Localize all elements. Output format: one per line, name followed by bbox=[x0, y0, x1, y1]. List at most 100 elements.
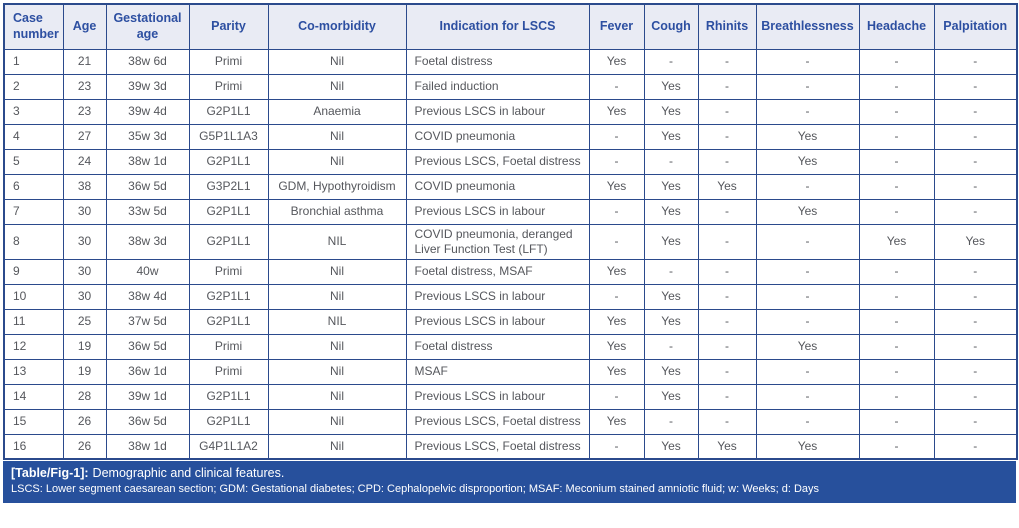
cell-fever: - bbox=[588, 283, 645, 310]
table-row: 4 27 35w 3d G5P1L1A3 Nil COVID pneumonia - Yes -… bbox=[3, 123, 1018, 150]
cell-case-number: 8 bbox=[3, 223, 64, 260]
table-header: Case number Age Gestational age Parity Co-mo… bbox=[3, 3, 1018, 50]
cell-age: 30 bbox=[62, 258, 107, 285]
cell-fever: - bbox=[588, 433, 645, 460]
cell-fever: - bbox=[588, 123, 645, 150]
cell-palpitation: - bbox=[933, 283, 1018, 310]
cell-case-number: 16 bbox=[3, 433, 64, 460]
cell-breathlessness: Yes bbox=[755, 333, 860, 360]
cell-rhinits: - bbox=[697, 408, 757, 435]
cell-indication-for-lscs: Failed induction bbox=[405, 73, 590, 100]
cell-breathlessness: - bbox=[755, 73, 860, 100]
cell-rhinits: Yes bbox=[697, 173, 757, 200]
cell-fever: Yes bbox=[588, 48, 645, 75]
table-row: 15 26 36w 5d G2P1L1 Nil Previous LSCS, Foetal… bbox=[3, 408, 1018, 435]
cell-palpitation: - bbox=[933, 173, 1018, 200]
cell-gestational-age: 36w 5d bbox=[105, 173, 190, 200]
cell-breathlessness: - bbox=[755, 383, 860, 410]
cell-age: 38 bbox=[62, 173, 107, 200]
cell-headache: - bbox=[858, 198, 935, 225]
cell-co-morbidity: Nil bbox=[267, 258, 407, 285]
column-header-gestational-age: Gestational age bbox=[105, 3, 190, 50]
cell-gestational-age: 38w 1d bbox=[105, 148, 190, 175]
cell-headache: - bbox=[858, 408, 935, 435]
cell-gestational-age: 39w 3d bbox=[105, 73, 190, 100]
cell-indication-for-lscs: Foetal distress, MSAF bbox=[405, 258, 590, 285]
cell-case-number: 9 bbox=[3, 258, 64, 285]
cell-parity: G2P1L1 bbox=[188, 198, 269, 225]
cell-fever: - bbox=[588, 73, 645, 100]
cell-cough: Yes bbox=[643, 433, 699, 460]
cell-headache: - bbox=[858, 258, 935, 285]
cell-gestational-age: 37w 5d bbox=[105, 308, 190, 335]
cell-case-number: 13 bbox=[3, 358, 64, 385]
column-header-parity: Parity bbox=[188, 3, 269, 50]
cell-rhinits: - bbox=[697, 123, 757, 150]
column-header-indication-for-lscs: Indication for LSCS bbox=[405, 3, 590, 50]
cell-fever: Yes bbox=[588, 358, 645, 385]
table-row: 2 23 39w 3d Primi Nil Failed induction - Yes - - -… bbox=[3, 73, 1018, 100]
table-row: 6 38 36w 5d G3P2L1 GDM, Hypothyroidism COVID … bbox=[3, 173, 1018, 200]
cell-parity: G2P1L1 bbox=[188, 308, 269, 335]
cell-co-morbidity: Nil bbox=[267, 383, 407, 410]
table-row: 1 21 38w 6d Primi Nil Foetal distress Yes - - - - - bbox=[3, 48, 1018, 75]
column-header-age: Age bbox=[62, 3, 107, 50]
cell-indication-for-lscs: MSAF bbox=[405, 358, 590, 385]
cell-rhinits: - bbox=[697, 48, 757, 75]
table-row: 16 26 38w 1d G4P1L1A2 Nil Previous LSCS, Foet… bbox=[3, 433, 1018, 460]
cell-fever: - bbox=[588, 148, 645, 175]
cell-rhinits: - bbox=[697, 223, 757, 260]
cell-headache: - bbox=[858, 123, 935, 150]
table-row: 5 24 38w 1d G2P1L1 Nil Previous LSCS, Foetal … bbox=[3, 148, 1018, 175]
cell-cough: - bbox=[643, 333, 699, 360]
cell-age: 30 bbox=[62, 223, 107, 260]
cell-headache: - bbox=[858, 48, 935, 75]
cell-age: 30 bbox=[62, 198, 107, 225]
cell-cough: Yes bbox=[643, 98, 699, 125]
table-row: 11 25 37w 5d G2P1L1 NIL Previous LSCS in labo… bbox=[3, 308, 1018, 335]
cell-headache: - bbox=[858, 173, 935, 200]
cell-age: 19 bbox=[62, 358, 107, 385]
caption-bar: [Table/Fig-1]: Demographic and clinical f… bbox=[3, 461, 1016, 503]
cell-palpitation: - bbox=[933, 308, 1018, 335]
cell-parity: G2P1L1 bbox=[188, 283, 269, 310]
cell-fever: Yes bbox=[588, 333, 645, 360]
caption-line: [Table/Fig-1]: Demographic and clinical f… bbox=[11, 465, 1008, 481]
cell-breathlessness: - bbox=[755, 173, 860, 200]
cell-co-morbidity: Nil bbox=[267, 333, 407, 360]
cell-age: 25 bbox=[62, 308, 107, 335]
cell-cough: Yes bbox=[643, 73, 699, 100]
cell-case-number: 12 bbox=[3, 333, 64, 360]
table-row: 10 30 38w 4d G2P1L1 Nil Previous LSCS in labo… bbox=[3, 283, 1018, 310]
cell-parity: G5P1L1A3 bbox=[188, 123, 269, 150]
cell-gestational-age: 38w 1d bbox=[105, 433, 190, 460]
cell-parity: G2P1L1 bbox=[188, 98, 269, 125]
cell-breathlessness: Yes bbox=[755, 433, 860, 460]
cell-co-morbidity: Bronchial asthma bbox=[267, 198, 407, 225]
cell-case-number: 5 bbox=[3, 148, 64, 175]
cell-gestational-age: 40w bbox=[105, 258, 190, 285]
column-header-cough: Cough bbox=[643, 3, 699, 50]
cell-co-morbidity: Anaemia bbox=[267, 98, 407, 125]
table-row: 9 30 40w Primi Nil Foetal distress, MSAF Yes - -… bbox=[3, 258, 1018, 285]
cell-breathlessness: Yes bbox=[755, 148, 860, 175]
cell-rhinits: - bbox=[697, 73, 757, 100]
cell-headache: - bbox=[858, 283, 935, 310]
cell-age: 19 bbox=[62, 333, 107, 360]
column-header-co-morbidity: Co-morbidity bbox=[267, 3, 407, 50]
cell-breathlessness: - bbox=[755, 358, 860, 385]
cell-co-morbidity: GDM, Hypothyroidism bbox=[267, 173, 407, 200]
cell-headache: - bbox=[858, 383, 935, 410]
cell-co-morbidity: Nil bbox=[267, 123, 407, 150]
table-row: 13 19 36w 1d Primi Nil MSAF Yes Yes - - - - bbox=[3, 358, 1018, 385]
cell-parity: Primi bbox=[188, 258, 269, 285]
cell-rhinits: Yes bbox=[697, 433, 757, 460]
cell-rhinits: - bbox=[697, 148, 757, 175]
cell-parity: G2P1L1 bbox=[188, 148, 269, 175]
table-row: 12 19 36w 5d Primi Nil Foetal distress Yes - - Ye… bbox=[3, 333, 1018, 360]
cell-breathlessness: Yes bbox=[755, 198, 860, 225]
caption-label: [Table/Fig-1]: bbox=[11, 466, 89, 480]
cell-palpitation: - bbox=[933, 383, 1018, 410]
cell-palpitation: - bbox=[933, 408, 1018, 435]
